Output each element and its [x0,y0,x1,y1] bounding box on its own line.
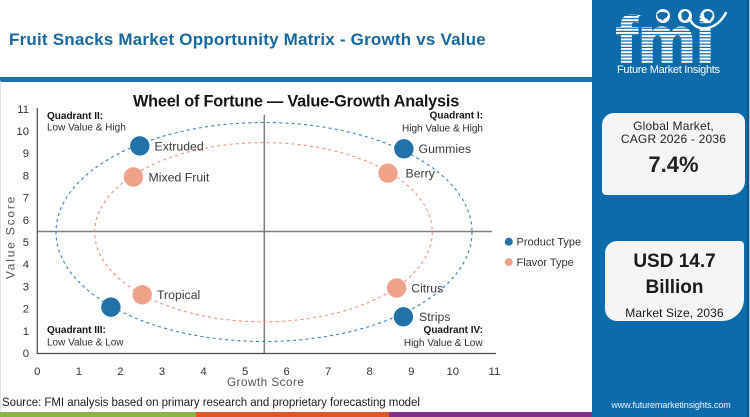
svg-text:9: 9 [23,148,29,160]
svg-text:4: 4 [200,366,206,378]
svg-text:7: 7 [23,193,29,205]
svg-text:Quadrant II:: Quadrant II: [47,111,103,122]
svg-text:1: 1 [76,366,82,378]
svg-text:0: 0 [23,348,29,360]
svg-text:9: 9 [408,366,414,378]
svg-text:11: 11 [489,366,501,378]
svg-text:High Value & High: High Value & High [402,124,483,135]
svg-text:Mixed Fruit: Mixed Fruit [149,170,210,184]
svg-text:Quadrant IV:: Quadrant IV: [424,325,483,336]
svg-text:Tropical: Tropical [157,288,200,302]
svg-text:10: 10 [447,366,460,378]
svg-text:Berry: Berry [406,167,436,181]
svg-text:6: 6 [23,215,29,227]
svg-text:5: 5 [23,237,29,249]
svg-text:2: 2 [117,366,123,378]
svg-text:Product Type: Product Type [517,237,582,249]
svg-text:11: 11 [17,104,29,116]
svg-text:Strips: Strips [419,310,450,324]
svg-text:1: 1 [23,326,29,338]
svg-text:Gummies: Gummies [419,142,472,156]
svg-text:3: 3 [159,366,165,378]
svg-text:8: 8 [23,170,29,182]
svg-text:Wheel of Fortune — Value-Growt: Wheel of Fortune — Value-Growth Analysis [133,92,459,110]
svg-text:5: 5 [242,366,248,378]
svg-text:Value Score: Value Score [4,195,18,279]
svg-text:6: 6 [283,366,289,378]
svg-text:3: 3 [23,281,29,293]
svg-text:Extruded: Extruded [155,139,204,153]
svg-text:Future Market Insights: Future Market Insights [617,64,721,76]
svg-text:7: 7 [325,366,331,378]
svg-text:High Value & Low: High Value & Low [404,338,484,349]
svg-text:Low Value & Low: Low Value & Low [47,338,124,349]
svg-text:Growth Score: Growth Score [227,376,304,389]
svg-text:Quadrant I:: Quadrant I: [430,110,483,121]
svg-text:2: 2 [23,304,29,316]
svg-text:4: 4 [23,259,29,271]
svg-text:Low Value & High: Low Value & High [47,123,126,134]
svg-text:8: 8 [367,366,373,378]
svg-text:Citrus: Citrus [411,281,443,295]
svg-text:Flavor Type: Flavor Type [517,257,574,269]
svg-text:0: 0 [34,366,40,378]
svg-text:Quadrant III:: Quadrant III: [47,325,106,336]
svg-text:10: 10 [16,126,29,138]
